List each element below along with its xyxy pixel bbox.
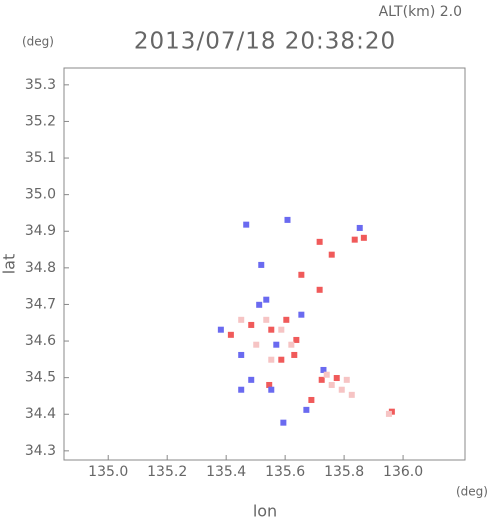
x-tick-label: 135.8 bbox=[324, 464, 364, 480]
y-tick-label: 34.4 bbox=[25, 406, 56, 422]
radar-echo bbox=[328, 251, 335, 258]
radar-echo bbox=[348, 391, 355, 398]
radar-echo bbox=[278, 356, 285, 363]
radar-echo bbox=[273, 341, 280, 348]
y-tick-label: 34.9 bbox=[25, 223, 56, 239]
radar-echo bbox=[303, 406, 310, 413]
radar-echo bbox=[298, 311, 305, 318]
radar-echo bbox=[318, 376, 325, 383]
x-unit: (deg) bbox=[456, 485, 488, 499]
y-unit: (deg) bbox=[22, 35, 54, 49]
radar-echo bbox=[268, 356, 275, 363]
y-tick-label: 34.6 bbox=[25, 333, 56, 349]
radar-echo bbox=[351, 236, 358, 243]
y-tick-label: 34.5 bbox=[25, 370, 56, 386]
x-label: lon bbox=[253, 502, 277, 521]
y-tick-label: 35.2 bbox=[25, 113, 56, 129]
radar-echo bbox=[360, 234, 367, 241]
radar-echo bbox=[263, 296, 270, 303]
chart-title: 2013/07/18 20:38:20 bbox=[134, 29, 396, 55]
radar-echo bbox=[283, 316, 290, 323]
y-tick-label: 34.8 bbox=[25, 260, 56, 276]
x-tick-label: 135.2 bbox=[147, 464, 187, 480]
radar-echo bbox=[243, 221, 250, 228]
radar-echo bbox=[256, 301, 263, 308]
y-tick-label: 34.3 bbox=[25, 443, 56, 459]
radar-echo bbox=[316, 238, 323, 245]
radar-echo bbox=[298, 271, 305, 278]
x-tick-label: 136.0 bbox=[383, 464, 423, 480]
radar-echo bbox=[284, 216, 291, 223]
radar-echo bbox=[248, 321, 255, 328]
radar-echo bbox=[333, 375, 340, 382]
radar-echo bbox=[293, 336, 300, 343]
radar-echo bbox=[356, 224, 363, 231]
radar-echo bbox=[253, 341, 260, 348]
radar-echo bbox=[323, 371, 330, 378]
radar-echo bbox=[343, 376, 350, 383]
y-tick-label: 35.0 bbox=[25, 187, 56, 203]
radar-echo bbox=[316, 286, 323, 293]
x-tick-label: 135.0 bbox=[88, 464, 128, 480]
radar-echo bbox=[238, 386, 245, 393]
radar-echo bbox=[385, 410, 392, 417]
radar-echo bbox=[278, 326, 285, 333]
x-tick-label: 135.6 bbox=[265, 464, 305, 480]
plot-frame bbox=[63, 67, 466, 461]
radar-echo bbox=[328, 381, 335, 388]
radar-echo bbox=[217, 326, 224, 333]
radar-echo bbox=[308, 396, 315, 403]
radar-echo bbox=[320, 366, 327, 373]
radar-echo bbox=[248, 376, 255, 383]
x-tick-label: 135.4 bbox=[206, 464, 246, 480]
y-tick-label: 35.1 bbox=[25, 150, 56, 166]
radar-echo bbox=[258, 261, 265, 268]
y-label: lat bbox=[0, 254, 19, 275]
radar-echo bbox=[266, 381, 273, 388]
radar-echo bbox=[238, 316, 245, 323]
y-tick-label: 34.7 bbox=[25, 296, 56, 312]
radar-echo bbox=[227, 331, 234, 338]
radar-echo bbox=[288, 341, 295, 348]
radar-echo bbox=[263, 316, 270, 323]
y-tick-label: 35.3 bbox=[25, 77, 56, 93]
radar-echo bbox=[280, 419, 287, 426]
radar-echo bbox=[238, 351, 245, 358]
radar-echo bbox=[268, 326, 275, 333]
chart-subtitle: ALT(km) 2.0 bbox=[379, 4, 462, 20]
radar-echo bbox=[338, 386, 345, 393]
radar-echo bbox=[291, 351, 298, 358]
radar-echo bbox=[268, 386, 275, 393]
